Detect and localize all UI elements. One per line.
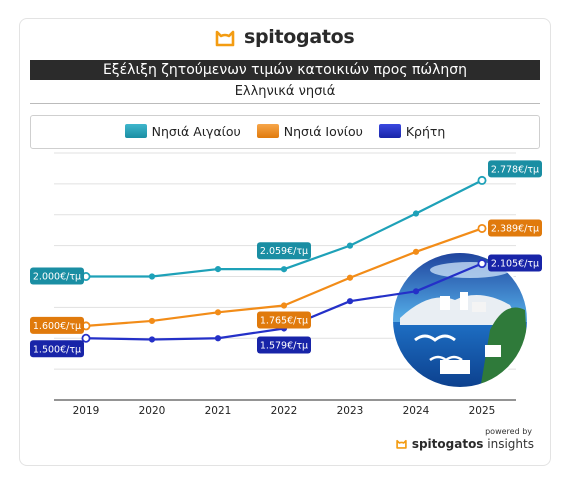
data-point <box>148 273 156 280</box>
data-label-box <box>488 254 542 272</box>
cat-logo-icon <box>215 30 234 47</box>
data-label-box <box>257 311 311 329</box>
data-label: 2.059€/τμ <box>260 246 308 257</box>
data-point <box>214 335 222 342</box>
data-point <box>148 317 156 325</box>
data-point <box>346 242 354 249</box>
data-label: 1.579€/τμ <box>260 340 308 351</box>
brand-header: spitogatos <box>0 26 568 48</box>
data-point <box>477 175 487 185</box>
data-point <box>81 333 91 343</box>
data-label-box <box>30 316 84 334</box>
legend-item-aegean: Νησιά Αιγαίου <box>124 116 241 148</box>
legend-swatch <box>378 124 401 138</box>
chart-subtitle: Ελληνικά νησιά <box>30 81 540 104</box>
legend-swatch <box>256 124 279 138</box>
x-tick-label: 2024 <box>403 405 430 417</box>
data-label-box <box>257 336 311 354</box>
data-label-box <box>257 242 311 260</box>
powered-by: powered by <box>485 427 532 436</box>
x-tick-label: 2020 <box>139 405 166 417</box>
chart-title: Εξέλιξη ζητούμενων τιμών κατοικιών προς … <box>30 60 540 80</box>
data-label-box <box>488 160 542 178</box>
data-point <box>214 265 222 273</box>
data-point <box>346 298 354 305</box>
data-label: 1.600€/τμ <box>33 321 81 332</box>
data-label: 2.105€/τμ <box>491 259 539 270</box>
cat-logo-icon <box>396 439 407 449</box>
x-tick-label: 2025 <box>469 405 496 417</box>
data-label: 2.778€/τμ <box>491 164 539 175</box>
data-point <box>280 266 288 273</box>
x-tick-label: 2023 <box>337 405 364 417</box>
data-label: 1.500€/τμ <box>33 344 81 355</box>
x-tick-label: 2022 <box>271 405 298 417</box>
data-point <box>412 288 420 295</box>
x-tick-label: 2021 <box>205 405 232 417</box>
footer-brand-suffix: insights <box>487 437 534 451</box>
chart-legend: Νησιά Αιγαίου Νησιά Ιονίου Κρήτη <box>30 115 540 149</box>
data-label-box <box>30 267 84 285</box>
chart-card <box>19 18 551 466</box>
data-point <box>412 210 420 217</box>
data-label: 2.389€/τμ <box>491 223 539 234</box>
data-label-box <box>488 219 542 237</box>
data-label-box <box>30 340 84 358</box>
legend-label: Νησιά Αιγαίου <box>151 124 241 139</box>
x-tick-label: 2019 <box>73 405 100 417</box>
footer-brand: spitogatos insights <box>395 437 534 451</box>
data-point <box>477 259 487 269</box>
data-point <box>477 223 487 233</box>
legend-label: Κρήτη <box>405 124 446 139</box>
brand-name: spitogatos <box>244 26 355 48</box>
data-point <box>412 248 420 255</box>
legend-item-crete: Κρήτη <box>378 116 446 148</box>
data-label: 2.000€/τμ <box>33 272 81 283</box>
data-point <box>214 309 222 316</box>
data-point <box>346 274 354 281</box>
legend-item-ionian: Νησιά Ιονίου <box>256 116 363 148</box>
legend-swatch <box>124 124 147 138</box>
legend-label: Νησιά Ιονίου <box>283 124 363 139</box>
footer-brand-name: spitogatos <box>411 437 484 451</box>
data-label: 1.765€/τμ <box>260 316 308 327</box>
data-point <box>148 336 156 343</box>
data-point <box>280 302 288 309</box>
